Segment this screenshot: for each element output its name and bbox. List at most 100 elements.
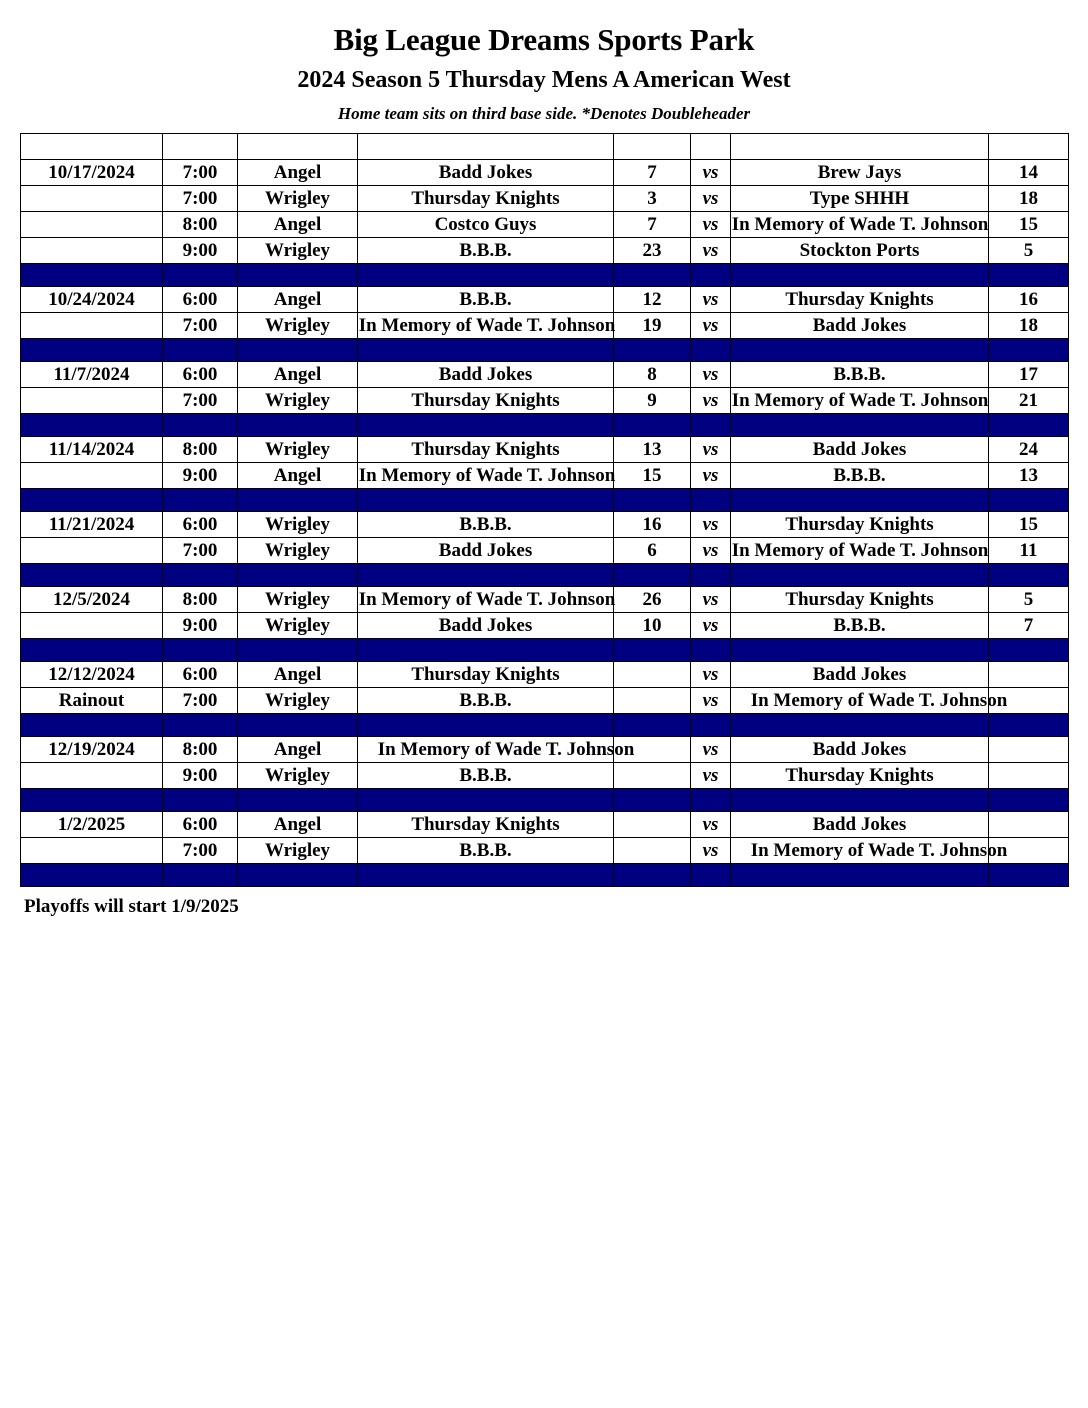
cell-replica: Wrigley	[237, 237, 358, 265]
week-separator-cell	[162, 863, 238, 888]
week-separator-cell	[690, 488, 731, 513]
cell-time: 7:00	[162, 837, 238, 865]
week-separator-cell	[162, 563, 238, 588]
cell-replica: Angel	[237, 462, 358, 490]
cell-home-team-text: Thursday Knights	[411, 390, 560, 412]
week-separator-cell	[162, 713, 238, 738]
cell-vs-text: vs	[702, 514, 719, 536]
table-row: Rainout 7:00 Wrigley B.B.B. vs In Memory of W…	[20, 687, 1069, 715]
cell-away-team-text: Badd Jokes	[812, 315, 907, 337]
week-separator-cell	[690, 413, 731, 438]
cell-vs-text: vs	[702, 765, 719, 787]
column-header-vs	[690, 133, 731, 161]
week-separator-cell	[20, 488, 163, 513]
cell-time: 9:00	[162, 762, 238, 790]
cell-date-text: 11/7/2024	[53, 364, 130, 386]
week-separator-cell	[690, 863, 731, 888]
cell-time: 7:00	[162, 387, 238, 415]
cell-away-score-text: 18	[1019, 188, 1038, 210]
cell-home-score: 13	[613, 436, 691, 464]
cell-away-team: Badd Jokes	[730, 436, 989, 464]
playoffs-note: Playoffs will start 1/9/2025	[24, 896, 239, 918]
week-separator-row	[20, 338, 1069, 363]
week-separator-cell	[690, 713, 731, 738]
cell-time-text: 6:00	[182, 514, 218, 536]
cell-away-score: 21	[988, 387, 1069, 415]
week-separator-cell	[988, 638, 1069, 663]
cell-vs: vs	[690, 811, 731, 839]
week-separator-cell	[237, 413, 358, 438]
cell-vs: vs	[690, 762, 731, 790]
cell-home-score-text: 26	[642, 589, 662, 611]
cell-home-team-text: Badd Jokes	[438, 540, 533, 562]
week-separator-cell	[988, 713, 1069, 738]
cell-vs: vs	[690, 361, 731, 389]
cell-date-text: 1/2/2025	[57, 814, 126, 836]
cell-date	[20, 762, 163, 790]
cell-date: 11/14/2024	[20, 436, 163, 464]
cell-home-team: Badd Jokes	[357, 361, 614, 389]
cell-date	[20, 237, 163, 265]
cell-time: 9:00	[162, 462, 238, 490]
cell-replica: Wrigley	[237, 387, 358, 415]
table-row: 11/14/2024 8:00 Wrigley Thursday Knights 13 v…	[20, 436, 1069, 464]
cell-time-text: 7:00	[182, 315, 218, 337]
week-separator-cell	[690, 788, 731, 813]
cell-home-team-text: In Memory of Wade T. Johnson	[358, 589, 616, 611]
cell-away-team: In Memory of Wade T. Johnson	[730, 687, 1007, 715]
cell-replica: Wrigley	[237, 586, 358, 614]
cell-replica: Wrigley	[237, 511, 358, 539]
week-separator-cell	[237, 488, 358, 513]
cell-time: 6:00	[162, 661, 238, 689]
cell-away-score	[988, 661, 1069, 689]
cell-date-text: 11/14/2024	[48, 439, 135, 461]
week-separator-cell	[690, 563, 731, 588]
cell-date: 11/7/2024	[20, 361, 163, 389]
table-row: 9:00 Angel In Memory of Wade T. Johnson 15 v…	[20, 462, 1069, 490]
table-row: 7:00 Wrigley Thursday Knights 3 vs Type SHHH 1…	[20, 185, 1069, 213]
cell-vs-text: vs	[702, 240, 719, 262]
cell-away-team: Brew Jays	[730, 159, 989, 187]
table-row: 12/19/2024 8:00 Angel In Memory of Wade T. …	[20, 736, 1069, 764]
cell-home-team-text: In Memory of Wade T. Johnson	[358, 465, 616, 487]
cell-time: 8:00	[162, 211, 238, 239]
cell-vs-text: vs	[702, 364, 719, 386]
week-separator-cell	[357, 263, 614, 288]
cell-away-team-text: Badd Jokes	[812, 439, 907, 461]
cell-date-text: 10/17/2024	[48, 162, 135, 184]
cell-date	[20, 185, 163, 213]
week-separator-cell	[162, 263, 238, 288]
cell-home-score-text: 16	[642, 514, 662, 536]
week-separator-cell	[613, 263, 691, 288]
cell-away-score: 16	[988, 286, 1069, 314]
week-separator-cell	[20, 263, 163, 288]
cell-away-team-text: B.B.B.	[833, 465, 886, 487]
cell-away-team-text: In Memory of Wade T. Johnson	[750, 840, 1008, 862]
cell-time-text: 8:00	[182, 214, 218, 236]
cell-away-score: 14	[988, 159, 1069, 187]
cell-time-text: 8:00	[182, 739, 218, 761]
week-separator-cell	[730, 563, 989, 588]
cell-replica: Wrigley	[237, 312, 358, 340]
cell-home-score: 19	[613, 312, 691, 340]
cell-vs-text: vs	[702, 589, 719, 611]
week-separator-row	[20, 563, 1069, 588]
cell-replica-text: Wrigley	[264, 514, 331, 536]
week-separator-cell	[357, 788, 614, 813]
week-separator-cell	[613, 413, 691, 438]
cell-away-score-text: 15	[1019, 514, 1038, 536]
cell-away-score-text: 11	[1019, 540, 1038, 562]
week-separator-row	[20, 788, 1069, 813]
cell-away-score	[988, 762, 1069, 790]
cell-vs: vs	[690, 286, 731, 314]
cell-time-text: 9:00	[182, 615, 218, 637]
week-separator-cell	[162, 488, 238, 513]
cell-home-score: 23	[613, 237, 691, 265]
cell-home-team: B.B.B.	[357, 286, 614, 314]
cell-vs-text: vs	[702, 188, 719, 210]
column-header-replica: Replica	[237, 133, 358, 161]
cell-home-team: Badd Jokes	[357, 612, 614, 640]
week-separator-cell	[237, 638, 358, 663]
column-header-date: Date	[20, 133, 163, 161]
table-row: 7:00 Wrigley Thursday Knights 9 vs In Memory …	[20, 387, 1069, 415]
